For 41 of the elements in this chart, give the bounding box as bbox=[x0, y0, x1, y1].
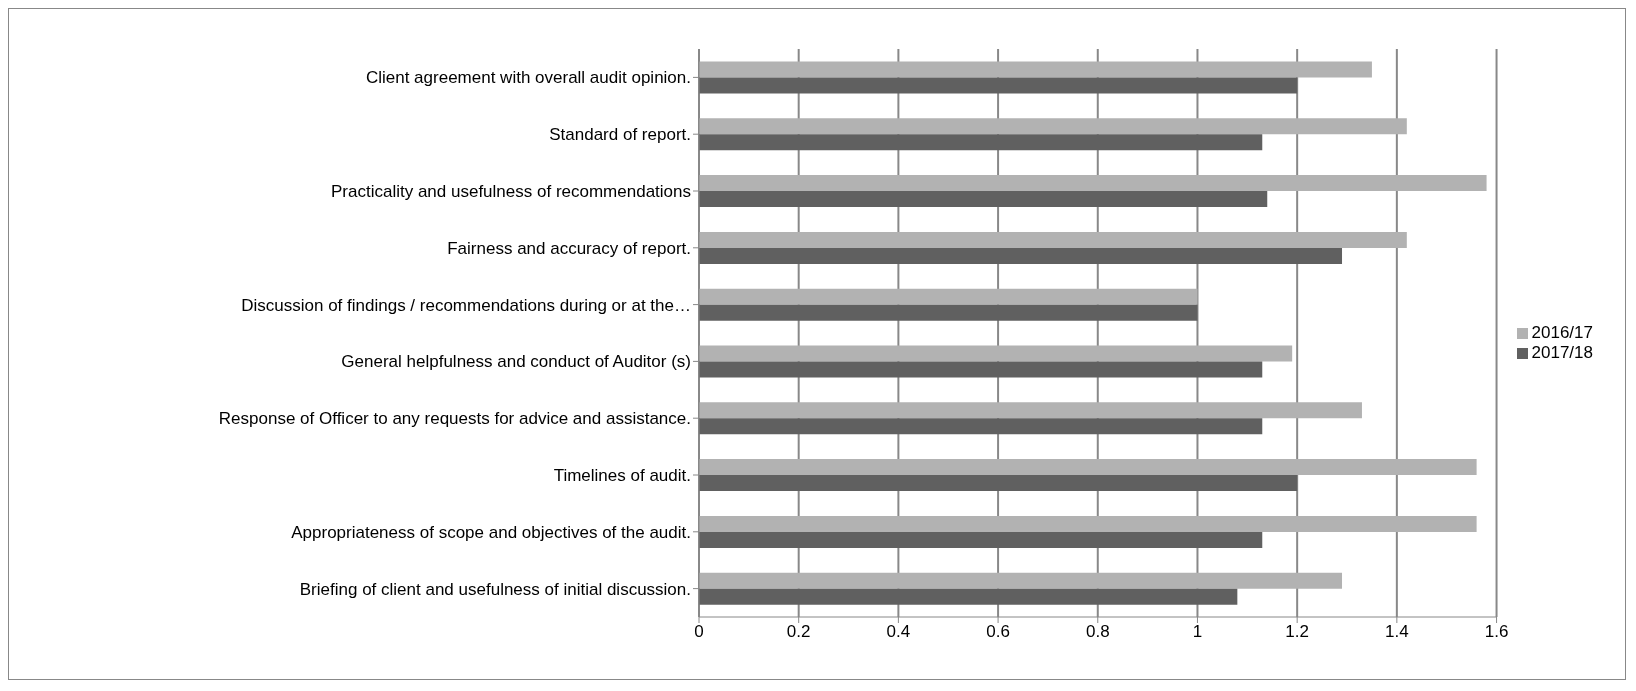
bar bbox=[699, 345, 1293, 362]
bar bbox=[699, 531, 1263, 548]
y-tick-label: General helpfulness and conduct of Auditor (s) bbox=[341, 352, 691, 372]
x-tick-label: 0.8 bbox=[1085, 622, 1110, 642]
y-tick-label: Timelines of audit. bbox=[553, 466, 691, 486]
x-tick-label: 1 bbox=[1192, 622, 1203, 642]
y-tick-label: Client agreement with overall audit opinion. bbox=[365, 68, 691, 88]
bar bbox=[699, 402, 1362, 419]
bar bbox=[699, 191, 1268, 208]
bar bbox=[699, 475, 1298, 492]
y-tick-label: Briefing of client and usefulness of initial discussion. bbox=[299, 579, 691, 599]
bar bbox=[699, 231, 1407, 248]
y-tick-label: Discussion of findings / recommendations during or at the… bbox=[241, 295, 691, 315]
x-tick-label: 1.6 bbox=[1484, 622, 1509, 642]
x-tick-label: 1.4 bbox=[1385, 622, 1409, 642]
x-tick-label: 0.2 bbox=[786, 622, 811, 642]
bar bbox=[699, 588, 1238, 605]
y-tick-label: Appropriateness of scope and objectives of the audit. bbox=[291, 522, 691, 542]
bar bbox=[699, 134, 1263, 151]
bar bbox=[699, 304, 1198, 321]
x-tick-label: 0.6 bbox=[986, 622, 1010, 642]
bar bbox=[699, 61, 1372, 78]
bar bbox=[699, 361, 1263, 378]
bar bbox=[699, 288, 1198, 305]
y-tick-label: Response of Officer to any requests for advice and assistance. bbox=[218, 409, 691, 429]
bar bbox=[699, 77, 1298, 94]
x-tick-label: 1.2 bbox=[1285, 622, 1309, 642]
x-tick-label: 0 bbox=[694, 622, 704, 642]
bar bbox=[699, 118, 1407, 135]
bar bbox=[699, 572, 1343, 589]
y-tick-label: Standard of report. bbox=[549, 125, 691, 145]
x-tick-label: 0.4 bbox=[886, 622, 911, 642]
bar bbox=[699, 175, 1487, 192]
y-tick-label: Fairness and accuracy of report. bbox=[447, 238, 691, 258]
legend-label: 2016/17 bbox=[1531, 323, 1593, 342]
legend-label: 2017/18 bbox=[1531, 343, 1593, 362]
bar bbox=[699, 418, 1263, 435]
y-tick-label: Practicality and usefulness of recommendations bbox=[330, 182, 691, 202]
bar bbox=[699, 247, 1343, 264]
bar bbox=[699, 459, 1477, 476]
bar bbox=[699, 515, 1477, 532]
